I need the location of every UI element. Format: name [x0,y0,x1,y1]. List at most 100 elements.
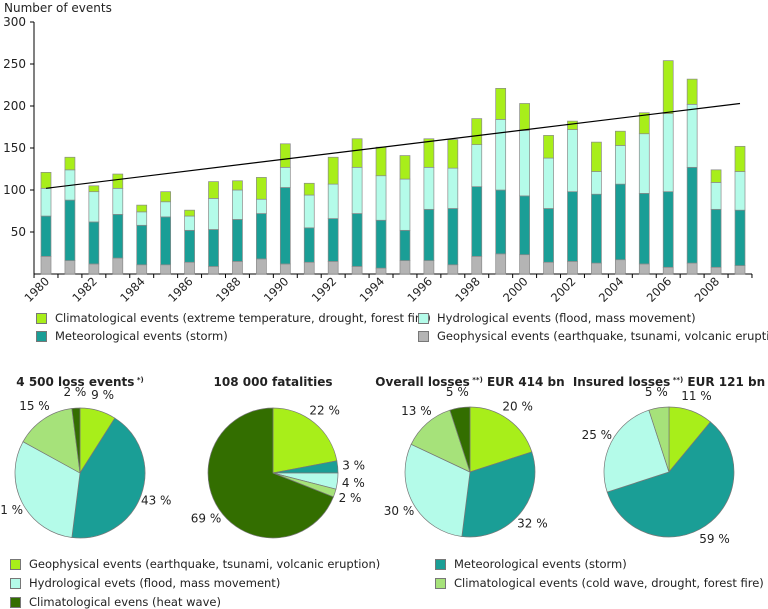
bar-segment-geophysical [519,254,530,275]
pie-slice [449,406,471,473]
y-tick-label: 200 [3,99,26,113]
legend-swatch [10,577,21,589]
bar-segment-meteorological [279,187,291,265]
legend-label: Geophysical events (earthquake, tsunami,… [437,329,768,343]
pie-title-text: 108 000 fatalities [214,375,333,389]
pie-legend-geophysical: Geophysical events (earthquake, tsunami,… [10,557,380,571]
pie-title: 108 000 fatalities [214,375,333,389]
bar-segment-geophysical [495,253,507,275]
bar-segment-climatological [88,185,100,193]
pie-legend-hydrological: Hydrological evets (flood, mass movement… [10,576,280,590]
bar-segment-climatological [543,135,554,159]
pie-title: Overall losses **) EUR 414 bn [375,375,564,389]
bar-segment-geophysical [64,260,76,275]
bar-segment-meteorological [160,216,172,266]
bar-segment-climatological [184,209,195,217]
pie-slice [606,421,735,538]
legend-geophysical: Geophysical events (earthquake, tsunami,… [418,329,768,343]
x-tick-label: 1984 [117,274,148,305]
bar-segment-geophysical [88,263,100,275]
bar-segment-meteorological [40,215,52,257]
pie-slice-label: 2 % [63,385,86,399]
bar-segment-climatological [112,173,124,189]
legend-swatch [435,558,446,570]
bar-segment-meteorological [208,229,219,267]
legend-label: Meteorological events (storm) [55,329,228,343]
legend-swatch [10,596,21,608]
bar-segment-meteorological [567,191,578,262]
pie-title-text: Insured losses [573,375,670,389]
bar-segment-meteorological [88,221,100,265]
bar-segment-meteorological [399,229,411,261]
pie-slice [272,407,338,474]
pie-slice-label: 31 % [0,503,23,517]
bar-segment-climatological [495,88,507,120]
trend-line [45,102,741,189]
bar-segment-hydrological [399,178,411,231]
pie-slice [461,451,536,538]
bar-segment-geophysical [423,260,435,275]
bar-segment-meteorological [256,213,267,260]
bar-segment-climatological [303,182,315,196]
legend-label: Hydrological events (flood, mass movemen… [437,311,696,325]
bar-segment-climatological [256,177,267,200]
bar-segment-meteorological [710,208,722,268]
pie-slice-label: 2 % [339,491,362,505]
bar-segment-hydrological [256,198,267,214]
pie-title-suffix: EUR 121 bn [683,375,765,389]
pie-title: 4 500 loss events *) [16,375,143,389]
bar-segment-meteorological [543,208,554,263]
x-tick-label: 1992 [309,274,340,305]
pie-slice-label: 22 % [309,404,340,418]
pie-title-text: 4 500 loss events [16,375,134,389]
pie-slice [603,409,670,493]
bar-segment-hydrological [519,130,530,197]
bar-segment-meteorological [519,195,530,256]
bar-segment-hydrological [543,157,554,209]
pie-title-suffix: EUR 414 bn [483,375,565,389]
bar-segment-hydrological [471,144,483,187]
legend-swatch [36,330,47,342]
bar-segment-meteorological [136,224,148,266]
pie-slice-label: 9 % [91,388,114,402]
pie-slice [71,417,146,539]
bar-segment-meteorological [734,209,746,266]
pie-slice-label: 5 % [645,385,668,399]
bar-segment-hydrological [88,191,100,223]
y-tick-label: 100 [3,183,26,197]
pie-footnote: **) [670,376,683,384]
bar-segment-climatological [232,180,243,191]
bar-segment-climatological [591,141,602,172]
bar-segment-hydrological [136,211,148,226]
bar-segment-meteorological [662,191,674,268]
pie-slice-label: 32 % [517,517,548,531]
legend-label: Hydrological evets (flood, mass movement… [29,576,281,590]
x-tick-label: 1988 [213,274,244,305]
bar-segment-meteorological [375,219,387,269]
bar-segment-meteorological [638,193,650,265]
pie-slice-label: 30 % [384,504,415,518]
legend-label: Climatological events (extreme temperatu… [55,311,431,325]
bar-segment-meteorological [232,219,243,262]
y-tick-label: 150 [3,141,26,155]
y-axis-title: Number of events [4,1,112,15]
pie-slice-label: 5 % [446,385,469,399]
bar-segment-hydrological [638,133,650,194]
pie-legend-meteorological: Meteorological events (storm) [435,557,627,571]
pie-slice [648,406,670,473]
pie-slice-label: 59 % [699,532,730,546]
x-tick-label: 1990 [261,274,292,305]
pie-footnote: **) [470,376,483,384]
bar-segment-geophysical [662,266,674,275]
bar-segment-meteorological [64,199,76,261]
legend-meteorological: Meteorological events (storm) [36,329,228,343]
bar-segment-hydrological [208,198,219,230]
pie-slice-label: 13 % [401,404,432,418]
pie-slice-label: 11 % [681,389,712,403]
bar-segment-meteorological [184,229,195,263]
pie-slice [14,441,81,538]
bar-segment-climatological [662,60,674,114]
bar-segment-geophysical [543,261,554,275]
